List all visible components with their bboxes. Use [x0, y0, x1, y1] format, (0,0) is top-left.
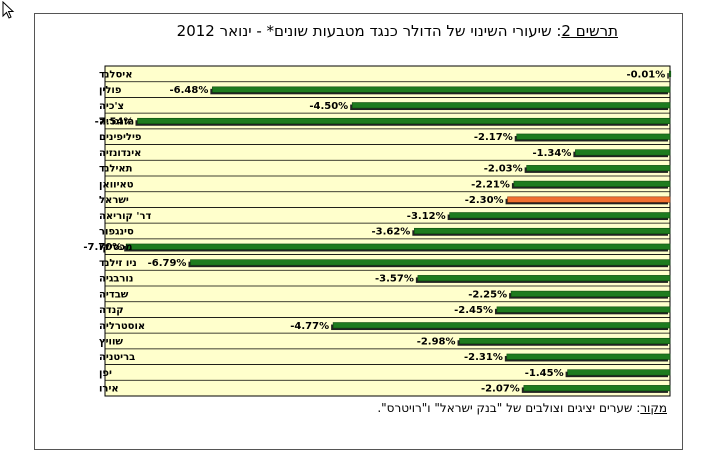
bar: [526, 165, 671, 172]
category-label: פולין: [99, 85, 122, 96]
source-text: : שערים יציגים וצולבים של "בנק ישראל" ו"…: [377, 401, 641, 415]
chart-title-label: תרשים 2: [561, 22, 618, 40]
category-label: ישראל: [99, 195, 129, 206]
data-label: -6.48%: [170, 85, 209, 96]
category-label: פיליפינים: [99, 132, 142, 143]
category-label: סינגפור: [99, 227, 134, 238]
data-label: -2.45%: [454, 305, 493, 316]
bar: [513, 180, 671, 187]
data-label: -1.34%: [533, 148, 572, 159]
bar: [332, 322, 671, 329]
data-label: -4.77%: [290, 321, 329, 332]
chart-title-text: : שיעורי השינוי של הדולר כנגד מטבעות שונ…: [176, 22, 562, 40]
data-label: -7.54%: [95, 117, 134, 128]
data-label: -7.70%: [83, 242, 122, 253]
category-label: איסלנד: [99, 69, 132, 80]
category-label: מכסיקו: [99, 242, 132, 253]
bar: [507, 196, 671, 203]
category-label: טאיוואן: [99, 179, 134, 190]
mouse-cursor-icon: [2, 1, 15, 19]
bar: [125, 243, 671, 250]
data-label: -4.50%: [309, 101, 348, 112]
bar-shadow: [667, 73, 669, 79]
category-label: בריטניה: [99, 352, 135, 363]
bar: [417, 275, 671, 282]
bar: [449, 212, 671, 219]
data-label: -2.17%: [474, 132, 513, 143]
source-label: מקור: [640, 401, 667, 415]
data-label: -3.62%: [371, 227, 410, 238]
bar: [459, 337, 671, 345]
bar: [496, 306, 671, 313]
bar: [506, 353, 671, 360]
data-label: -3.57%: [375, 274, 414, 285]
bar: [190, 259, 671, 266]
data-label: -2.30%: [465, 195, 504, 206]
bar: [351, 102, 671, 109]
category-label: דר' קוריאה: [99, 211, 151, 222]
bar: [516, 133, 671, 140]
category-label: שבדיה: [99, 289, 129, 300]
bar: [510, 290, 671, 297]
data-label: -1.45%: [525, 368, 564, 379]
data-label: -2.07%: [481, 384, 520, 395]
category-label: הונגריה: [99, 117, 134, 128]
data-label: -2.98%: [417, 337, 456, 348]
category-label: אוסטרליה: [99, 321, 145, 332]
data-label: -2.03%: [484, 164, 523, 175]
source-note: מקור: שערים יציגים וצולבים של "בנק ישראל…: [40, 401, 667, 415]
category-label: יפן: [99, 368, 112, 379]
bar: [212, 86, 671, 93]
bar: [575, 149, 671, 156]
category-label: שוויץ: [99, 337, 123, 348]
category-label: תאילנד: [99, 164, 133, 175]
category-label: אינדונזיה: [99, 148, 141, 159]
category-label: ניו זילנד: [99, 258, 137, 269]
data-label: -2.31%: [464, 352, 503, 363]
data-label: -6.79%: [148, 258, 187, 269]
data-label: -0.01%: [626, 69, 665, 80]
category-label: נורבגיה: [99, 274, 133, 285]
data-label: -2.21%: [471, 179, 510, 190]
data-label: -3.12%: [407, 211, 446, 222]
chart-title: תרשים 2: שיעורי השינוי של הדולר כנגד מטב…: [40, 22, 618, 40]
bar: [137, 117, 671, 125]
category-label: קנדה: [99, 305, 124, 316]
data-label: -2.25%: [468, 289, 507, 300]
bar: [567, 369, 671, 376]
bar: [523, 385, 671, 392]
bar: [414, 227, 671, 235]
bar: [668, 70, 672, 77]
category-label: אירו: [99, 384, 119, 395]
category-label: צ'כיה: [99, 101, 124, 112]
